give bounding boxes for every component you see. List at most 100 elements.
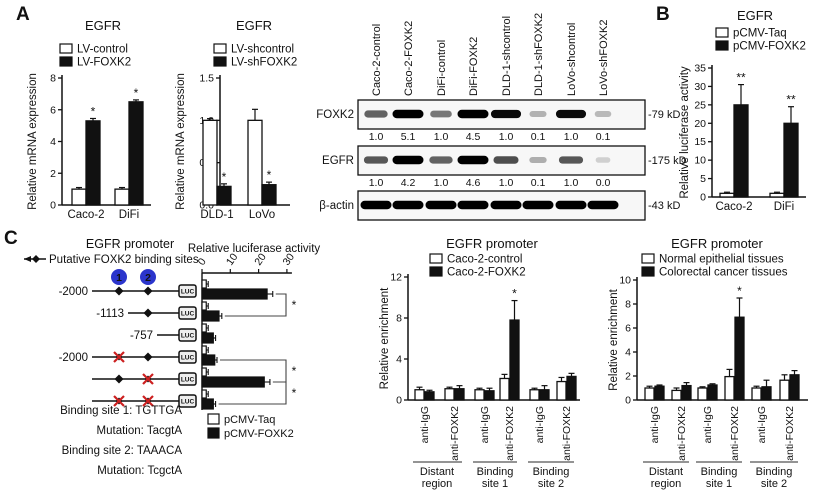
bar: [201, 288, 268, 300]
luc-reporter-box: [178, 394, 197, 408]
lane-label: DLD-1-shcontrol: [501, 16, 513, 96]
bar: [751, 387, 762, 401]
construct-position-label: -1113: [96, 308, 124, 320]
y-tick-label: 6: [625, 323, 631, 335]
legend-swatch: [213, 43, 227, 54]
construct-position-label: -2000: [59, 286, 88, 298]
legend-label: Caco-2-control: [447, 254, 522, 266]
bar: [566, 375, 577, 401]
bar: [681, 384, 692, 401]
significance-star: *: [267, 168, 272, 182]
blot-band: [392, 155, 424, 165]
sequence-label: Mutation: TacgtA: [97, 425, 183, 437]
sequence-label: Mutation: TcgctA: [97, 465, 182, 477]
bar: [201, 323, 207, 333]
blot-band: [555, 109, 587, 119]
legend-label: LV-shFOXK2: [231, 57, 297, 69]
chart-title: EGFR promoter: [671, 236, 763, 251]
band-quantification: 4.2: [401, 177, 416, 189]
y-tick-label: 0: [625, 395, 631, 407]
x-tick-label: LoVo: [249, 209, 275, 221]
significance-star: *: [292, 298, 297, 312]
group-label: site 1: [482, 478, 508, 490]
legend-diamond-icon: [32, 255, 40, 263]
x-tick-label: DiFi: [774, 201, 794, 213]
legend-swatch: [429, 266, 443, 277]
x-tick-label: anti-FOXK2: [729, 406, 741, 461]
bar: [529, 389, 540, 401]
bar: [454, 388, 465, 401]
western-blot: Caco-2-control Caco-2-FOXK2 DiFi-control Di…: [316, 13, 687, 221]
luc-reporter-box: [178, 306, 197, 320]
site-number: 2: [145, 272, 151, 284]
luc-label: LUC: [181, 289, 195, 296]
bar: [201, 279, 207, 289]
y-tick-label: 4: [50, 136, 56, 148]
y-tick-label: 2: [50, 168, 56, 180]
molecular-weight-label: -175 kD: [648, 155, 687, 167]
blot-band: [425, 200, 457, 210]
y-tick-label: 0: [396, 395, 402, 407]
binding-site-diamond: [143, 308, 153, 318]
bar: [114, 188, 130, 206]
blot-band: [457, 155, 489, 165]
bar: [484, 390, 495, 401]
bar: [697, 387, 708, 401]
bar: [201, 389, 207, 399]
group-label: site 2: [761, 478, 787, 490]
band-quantification: 1.0: [434, 177, 449, 189]
band-quantification: 1.0: [434, 131, 449, 143]
significance-star: **: [786, 93, 796, 107]
y-tick-label: 4: [396, 354, 402, 366]
panel-c-label: C: [4, 228, 18, 249]
y-axis-title: Relative enrichment: [379, 287, 391, 389]
lane-label: DLD-1-shFOXK2: [533, 13, 545, 96]
bar: [539, 389, 550, 401]
bar: [444, 388, 455, 401]
blot-band: [587, 200, 619, 210]
luc-label: LUC: [181, 399, 195, 406]
panel-b-label: B: [656, 4, 670, 25]
y-tick-label: 0: [700, 192, 706, 204]
chart-title: EGFR: [85, 18, 121, 33]
legend-label: LV-FOXK2: [77, 57, 131, 69]
blot-band: [430, 110, 452, 118]
legend-swatch: [641, 266, 655, 277]
bar: [761, 386, 772, 401]
sequence-label: Binding site 1: TGTTGA: [60, 405, 182, 417]
y-tick-label: 25: [694, 99, 706, 111]
bar: [128, 101, 144, 206]
band-quantification: 0.0: [596, 177, 611, 189]
x-tick-label: anti-IgG: [479, 406, 491, 443]
bar: [671, 389, 682, 401]
luc-reporter-box: [178, 328, 197, 342]
band-quantification: 0.1: [531, 131, 546, 143]
y-tick-label: 20: [694, 118, 706, 130]
x-tick-label: anti-IgG: [419, 406, 431, 443]
bar: [414, 389, 425, 401]
group-label: Distant: [420, 466, 454, 478]
construct-position-label: -757: [130, 330, 153, 342]
x-tick-label: anti-IgG: [702, 406, 714, 443]
bar: [201, 301, 207, 311]
y-tick-label: 10: [694, 155, 706, 167]
group-label: Binding: [533, 466, 570, 478]
luc-reporter-box: [178, 372, 197, 386]
bar: [783, 122, 799, 198]
lane-label: Caco-2-control: [371, 24, 383, 96]
significance-bracket: [218, 381, 287, 405]
group-label: region: [651, 478, 682, 490]
x-tick-label: 10: [224, 251, 241, 268]
binding-site-diamond: [114, 374, 124, 384]
blot-band: [595, 157, 611, 163]
bar: [707, 384, 718, 401]
band-quantification: 1.0: [499, 177, 514, 189]
legend-swatch: [715, 40, 729, 51]
legend-label: LV-control: [77, 44, 128, 56]
legend-swatch: [207, 427, 220, 439]
y-axis-title: Relative mRNA expression: [175, 73, 187, 210]
x-tick-label: anti-FOXK2: [676, 406, 688, 461]
